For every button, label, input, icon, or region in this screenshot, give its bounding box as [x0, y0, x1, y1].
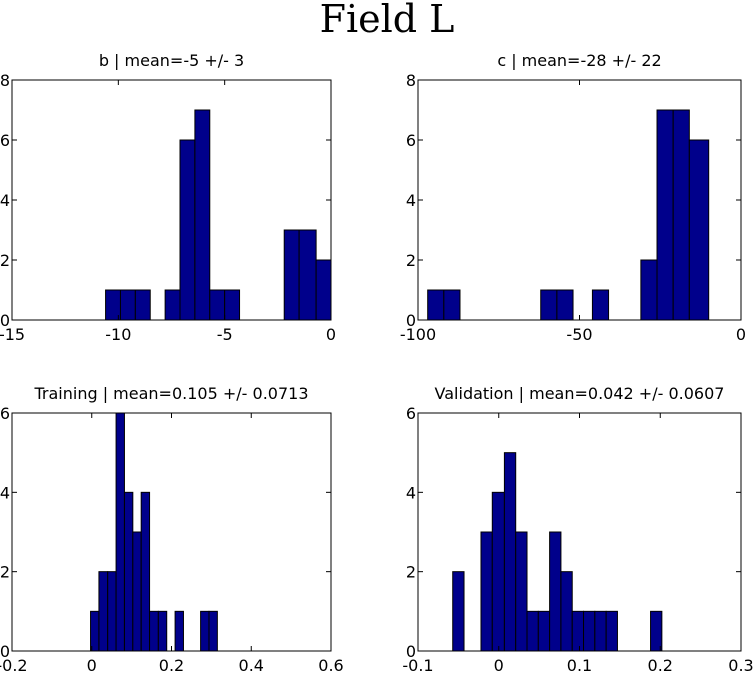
y-tick-label: 8 [406, 71, 416, 90]
y-tick-label: 0 [0, 642, 10, 661]
subplot-4: Validation | mean=0.042 +/- 0.0607-0.1 0 0… [402, 384, 753, 674]
x-tick-label: -5 [217, 325, 233, 344]
histogram-bar [640, 259, 658, 321]
histogram-bar [98, 571, 109, 652]
histogram-bar [591, 289, 610, 321]
subplot-title: Validation | mean=0.042 +/- 0.0607 [435, 384, 725, 403]
subplot-2: c | mean=-28 +/- 22 -100 -50 0 0 2 4 6 8 [400, 51, 746, 344]
y-tick-label: 2 [0, 563, 10, 582]
histogram-bar [549, 531, 562, 652]
x-tick-label: 0.3 [728, 656, 753, 674]
histogram-bar [315, 259, 332, 321]
subplot-title: Training | mean=0.105 +/- 0.0713 [33, 384, 308, 403]
histogram-bar [526, 610, 539, 652]
figure-title: Field L [320, 0, 455, 41]
histogram-bar [140, 491, 151, 652]
histogram-bar [149, 610, 159, 652]
histogram-bar [556, 289, 574, 321]
y-tick-label: 0 [406, 642, 416, 661]
y-tick-label: 2 [406, 563, 416, 582]
x-tick-label: -50 [566, 325, 592, 344]
histogram-bar [427, 289, 445, 321]
y-tick-label: 2 [406, 251, 416, 270]
histogram-bar [134, 289, 151, 321]
y-tick-label: 4 [0, 191, 10, 210]
y-tick-label: 6 [406, 131, 416, 150]
x-tick-label: 0 [87, 656, 97, 674]
subplot-3: Training | mean=0.105 +/- 0.0713-0.200.2… [0, 384, 344, 674]
histogram-bar [452, 571, 465, 652]
histogram-bar [605, 610, 618, 652]
y-tick-label: 6 [406, 404, 416, 423]
x-tick-label: 0 [494, 656, 504, 674]
histogram-bar [107, 571, 117, 652]
x-tick-label: 0.2 [159, 656, 184, 674]
histogram-bar [503, 452, 517, 652]
y-tick-label: 8 [0, 71, 10, 90]
y-tick-label: 0 [406, 311, 416, 330]
x-tick-label: 0.2 [648, 656, 673, 674]
histogram-bar [298, 229, 317, 321]
subplot-1: b | mean=-5 +/- 3 -15 -10 -5 0 0 2 4 6 8 [0, 51, 336, 344]
y-tick-label: 2 [0, 251, 10, 270]
histogram-bar [200, 610, 210, 652]
histogram-bar [90, 610, 100, 652]
histogram-bar [650, 610, 663, 652]
histogram-bar [119, 289, 136, 321]
histogram-bar [209, 289, 226, 321]
subplot-title: c | mean=-28 +/- 22 [497, 51, 661, 70]
histogram-bar [132, 531, 142, 652]
histogram-bar [537, 610, 551, 652]
histogram-bar [571, 610, 585, 652]
axes-frame [11, 79, 332, 321]
axes-frame [11, 412, 332, 652]
histogram-bar [583, 610, 596, 652]
x-tick-label: 0.6 [318, 656, 343, 674]
x-tick-label: -15 [0, 325, 25, 344]
y-tick-label: 4 [0, 483, 10, 502]
histogram-bar [672, 109, 690, 321]
y-tick-label: 4 [406, 483, 416, 502]
x-tick-label: -10 [105, 325, 131, 344]
y-tick-label: 4 [406, 191, 416, 210]
histogram-bar [656, 109, 674, 321]
histogram-bar [123, 491, 134, 652]
histogram-bar [157, 610, 168, 652]
histogram-bar [480, 531, 493, 652]
histogram-bar [491, 491, 505, 652]
x-tick-label: 0 [326, 325, 336, 344]
histogram-bar [688, 139, 710, 321]
histogram-bar [443, 289, 461, 321]
histogram-bar [515, 531, 528, 652]
histogram-bar [560, 571, 573, 652]
histogram-bar [164, 289, 181, 321]
x-tick-label: -100 [400, 325, 436, 344]
histogram-bar [179, 139, 196, 321]
histogram-bar [194, 109, 211, 321]
y-tick-label: 0 [0, 311, 10, 330]
histogram-bar [283, 229, 300, 321]
x-tick-label: -0.1 [402, 656, 433, 674]
histogram-bar [540, 289, 558, 321]
histogram-bar [174, 610, 184, 652]
histogram-bar [594, 610, 607, 652]
y-tick-label: 6 [0, 404, 10, 423]
subplot-title: b | mean=-5 +/- 3 [99, 51, 244, 70]
x-tick-label: 0.1 [567, 656, 592, 674]
histogram-bar [224, 289, 241, 321]
x-tick-label: -0.2 [0, 656, 28, 674]
histogram-bar [115, 412, 125, 652]
y-tick-label: 6 [0, 131, 10, 150]
histogram-bar [208, 610, 218, 652]
x-tick-label: 0 [736, 325, 746, 344]
x-tick-label: 0.4 [239, 656, 264, 674]
